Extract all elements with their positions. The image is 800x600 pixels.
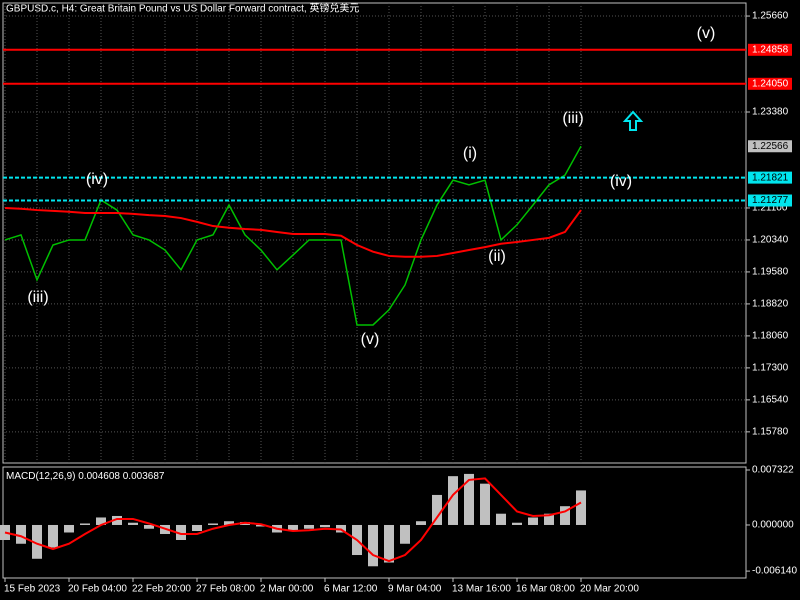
level-label: 1.22566	[752, 141, 789, 152]
level-label: 1.21277	[752, 195, 789, 206]
macd-bar	[256, 524, 266, 527]
y-tick-label: 1.20340	[752, 235, 789, 246]
level-label-box	[748, 194, 792, 207]
wave-label: (i)	[463, 145, 477, 162]
level-label-box	[748, 43, 792, 56]
macd-bar	[496, 513, 506, 525]
macd-bar	[112, 515, 122, 525]
macd-bar	[544, 513, 554, 525]
x-tick-label: 22 Feb 20:00	[132, 584, 191, 595]
macd-bar	[304, 524, 314, 529]
level-label-box	[748, 140, 792, 153]
macd-bar	[288, 524, 298, 531]
macd-bar	[432, 494, 442, 525]
level-label: 1.24858	[752, 44, 789, 55]
y-tick-label: 1.19580	[752, 267, 789, 278]
macd-bar	[448, 476, 458, 525]
chart-title: GBPUSD.c, H4: Great Britain Pound vs US …	[6, 2, 359, 15]
wave-label: (iv)	[86, 171, 108, 188]
macd-bar	[32, 524, 42, 559]
up-arrow	[622, 110, 644, 131]
y-tick-label: 0.000000	[752, 520, 794, 531]
macd-title: MACD(12,26,9) 0.004608 0.003687	[6, 471, 165, 482]
macd-bar	[176, 524, 186, 540]
y-tick-label: 1.18060	[752, 331, 789, 342]
macd-bar	[224, 521, 234, 525]
y-tick-label: 1.25660	[752, 11, 789, 22]
macd-bar	[464, 473, 474, 525]
line-series	[4, 477, 582, 563]
level-label-box	[748, 77, 792, 90]
macd-bar	[16, 524, 26, 544]
macd-name: MACD(12,26,9)	[6, 471, 75, 482]
macd-bar	[192, 524, 202, 531]
macd-bar	[320, 524, 330, 528]
x-tick-label: 6 Mar 12:00	[324, 584, 378, 595]
level-label: 1.24050	[752, 78, 789, 89]
macd-bar	[576, 490, 586, 525]
wave-label: (iii)	[27, 289, 48, 306]
x-tick-label: 16 Mar 08:00	[516, 584, 575, 595]
line-series	[4, 206, 582, 258]
wave-label: (iv)	[610, 173, 632, 190]
y-tick-label: 1.18820	[752, 299, 789, 310]
wave-label: (v)	[697, 25, 716, 42]
x-tick-label: 2 Mar 00:00	[260, 584, 314, 595]
macd-bar	[48, 524, 58, 548]
y-tick-label: 1.16540	[752, 395, 789, 406]
macd-bar	[144, 524, 154, 529]
x-tick-label: 13 Mar 16:00	[452, 584, 511, 595]
macd-value: 0.004608	[78, 471, 120, 482]
macd-bar	[528, 517, 538, 525]
level-label-box	[748, 171, 792, 184]
y-tick-label: -0.006140	[752, 566, 797, 577]
macd-bar	[512, 522, 522, 525]
macd-bar	[80, 523, 90, 525]
x-tick-label: 27 Feb 08:00	[196, 584, 255, 595]
x-tick-label: 20 Mar 20:00	[580, 584, 639, 595]
wave-label: (v)	[361, 331, 380, 348]
wave-label: (iii)	[562, 110, 583, 127]
macd-bar	[128, 522, 138, 525]
y-tick-label: 0.007322	[752, 465, 794, 476]
level-label: 1.21821	[752, 172, 789, 183]
macd-bar	[368, 524, 378, 567]
macd-bar	[96, 517, 106, 525]
macd-signal-value: 0.003687	[123, 471, 165, 482]
wave-label: (ii)	[488, 248, 506, 265]
main-frame	[2, 2, 747, 464]
macd-bar	[560, 506, 570, 525]
macd-bar	[480, 483, 490, 525]
y-tick-label: 1.15780	[752, 426, 789, 437]
macd-bar	[208, 523, 218, 525]
x-tick-label: 20 Feb 04:00	[68, 584, 127, 595]
x-tick-label: 9 Mar 04:00	[388, 584, 442, 595]
macd-bar	[384, 524, 394, 563]
plot: 1.24858 1.24050 1.21821 1.21277 1.22566 (iii)…	[0, 25, 792, 567]
y-tick-label: 1.17300	[752, 363, 789, 374]
x-tick-label: 15 Feb 2023	[4, 584, 61, 595]
macd-bar	[416, 521, 426, 525]
y-tick-label: 1.23380	[752, 107, 789, 118]
macd-bar	[64, 524, 74, 533]
macd-frame	[2, 466, 747, 579]
grid: 1.25660 1.23380 1.21100 1.20340 1.19580 1.188…	[3, 3, 797, 595]
macd-bar	[400, 524, 410, 544]
y-tick-label: 1.21100	[752, 203, 788, 214]
